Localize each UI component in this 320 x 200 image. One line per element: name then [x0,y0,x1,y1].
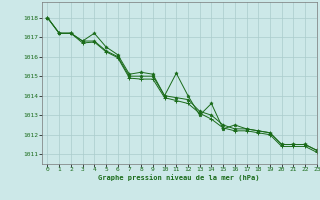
X-axis label: Graphe pression niveau de la mer (hPa): Graphe pression niveau de la mer (hPa) [99,174,260,181]
